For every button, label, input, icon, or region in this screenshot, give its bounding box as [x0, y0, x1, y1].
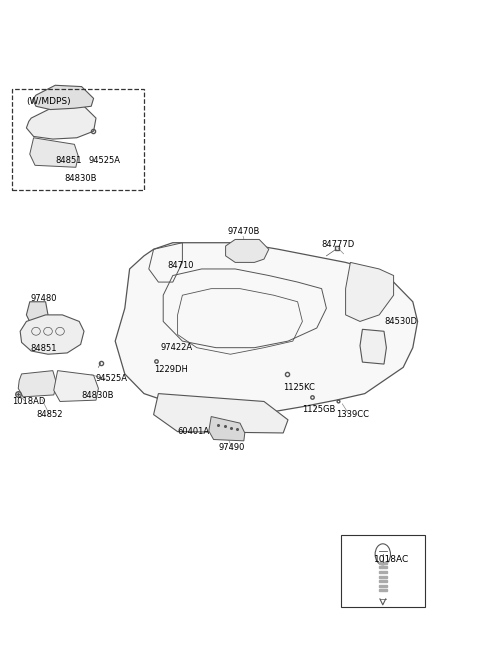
Polygon shape	[115, 243, 418, 413]
FancyArrow shape	[379, 585, 387, 586]
Polygon shape	[26, 105, 96, 139]
FancyArrow shape	[379, 576, 387, 577]
Text: 84710: 84710	[167, 261, 193, 270]
FancyArrow shape	[379, 589, 387, 592]
Polygon shape	[33, 85, 94, 110]
Text: 84830B: 84830B	[65, 174, 97, 183]
Text: 1018AC: 1018AC	[374, 555, 409, 564]
FancyArrow shape	[379, 566, 387, 568]
Text: 1125KC: 1125KC	[283, 382, 315, 392]
Text: 84851: 84851	[30, 344, 57, 354]
Polygon shape	[209, 417, 245, 441]
Polygon shape	[346, 262, 394, 321]
Text: 84530D: 84530D	[384, 317, 417, 326]
Text: (W/MDPS): (W/MDPS)	[26, 97, 71, 106]
Polygon shape	[30, 138, 78, 167]
Polygon shape	[26, 302, 48, 325]
Text: 1229DH: 1229DH	[155, 365, 189, 374]
Text: 97480: 97480	[30, 294, 57, 303]
Polygon shape	[18, 371, 57, 397]
Polygon shape	[20, 315, 84, 354]
Text: 1018AD: 1018AD	[12, 397, 46, 406]
FancyArrow shape	[379, 571, 387, 573]
Text: 97470B: 97470B	[228, 227, 260, 236]
Text: 84852: 84852	[36, 410, 62, 419]
Text: 84830B: 84830B	[82, 391, 114, 400]
Polygon shape	[360, 329, 386, 364]
Polygon shape	[54, 371, 98, 401]
FancyArrow shape	[379, 580, 387, 583]
Text: 1339CC: 1339CC	[336, 410, 369, 419]
Text: 97422A: 97422A	[161, 343, 193, 352]
FancyArrow shape	[379, 562, 387, 564]
Text: 60401A: 60401A	[178, 427, 210, 436]
Text: 84777D: 84777D	[322, 239, 355, 249]
Polygon shape	[154, 394, 288, 433]
Text: 94525A: 94525A	[89, 156, 121, 165]
Text: 97490: 97490	[218, 443, 245, 452]
Polygon shape	[226, 239, 269, 262]
Text: 84851: 84851	[55, 156, 82, 165]
Text: 1125GB: 1125GB	[302, 405, 336, 415]
Text: 94525A: 94525A	[96, 374, 128, 383]
